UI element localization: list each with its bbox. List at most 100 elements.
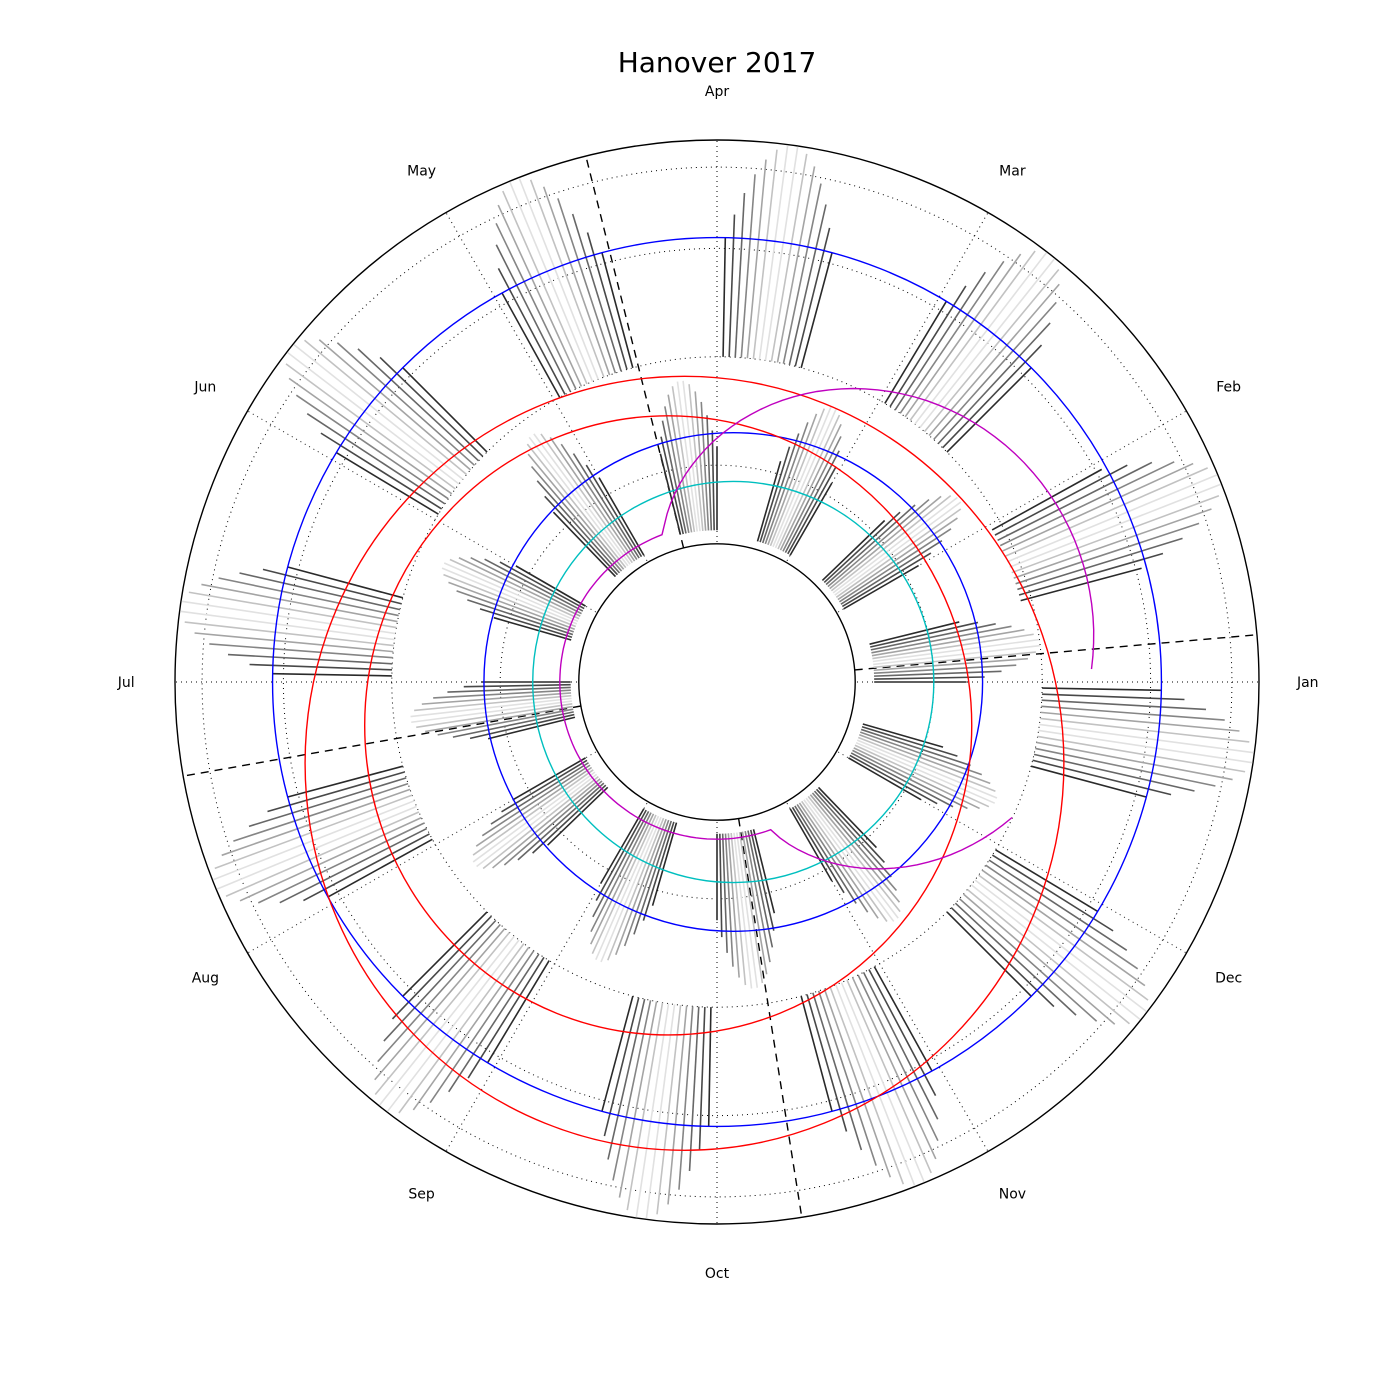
- daily-bar: [470, 556, 582, 615]
- daily-bar: [374, 927, 506, 1081]
- daily-bar: [225, 811, 420, 897]
- daily-bar: [807, 795, 901, 913]
- daily-bar: [285, 363, 456, 490]
- daily-bar: [722, 237, 727, 357]
- daily-bar: [1040, 711, 1240, 732]
- daily-bar: [774, 408, 837, 549]
- daily-bar: [782, 436, 842, 552]
- daily-bar: [758, 145, 789, 360]
- daily-bar: [711, 430, 715, 531]
- daily-bar: [772, 406, 832, 548]
- daily-bar: [402, 911, 488, 997]
- daily-bar: [304, 339, 468, 476]
- daily-bar: [262, 568, 402, 605]
- series-loop: [304, 375, 1065, 1151]
- daily-bar: [730, 833, 747, 986]
- daily-bar: [784, 450, 840, 553]
- daily-bar: [752, 149, 778, 359]
- dotted-grid-circle: [201, 166, 1233, 1198]
- daily-bar: [518, 177, 599, 380]
- daily-bar: [764, 146, 799, 361]
- daily-bar: [840, 982, 925, 1183]
- daily-bar: [549, 436, 636, 562]
- daily-bar: [633, 820, 673, 935]
- daily-bar: [825, 504, 916, 586]
- daily-bar: [661, 420, 687, 534]
- daily-bar: [868, 969, 937, 1096]
- daily-bar: [481, 764, 591, 837]
- daily-bar: [601, 252, 634, 369]
- daily-bar: [667, 1005, 688, 1205]
- month-label: Jun: [193, 380, 216, 396]
- daily-bar: [923, 269, 1060, 433]
- month-label: Jan: [1296, 675, 1319, 691]
- daily-bar: [475, 766, 593, 847]
- daily-bar: [846, 979, 932, 1174]
- daily-bar: [855, 741, 996, 804]
- daily-bar: [782, 183, 822, 364]
- daily-bar: [607, 817, 665, 961]
- daily-bar: [443, 562, 579, 623]
- daily-bar: [623, 819, 670, 947]
- daily-bar: [327, 838, 433, 898]
- daily-bar: [850, 752, 954, 808]
- daily-bar: [779, 423, 842, 551]
- daily-bar: [664, 406, 690, 534]
- daily-bar: [612, 1000, 652, 1181]
- daily-bar: [412, 946, 530, 1111]
- daily-bar: [740, 174, 756, 358]
- daily-bar: [909, 250, 1036, 421]
- dashed-marker-line: [854, 634, 1257, 671]
- daily-bar: [599, 808, 645, 885]
- daily-bar: [433, 689, 571, 699]
- daily-bar: [809, 794, 901, 903]
- daily-bar: [595, 809, 647, 901]
- daily-bar: [335, 451, 439, 515]
- daily-bar: [615, 818, 667, 956]
- dashed-marker-line: [585, 155, 685, 549]
- daily-bar: [288, 377, 453, 495]
- daily-bar: [501, 292, 561, 398]
- daily-bar: [821, 519, 886, 582]
- daily-bar: [452, 711, 574, 738]
- daily-bar: [851, 977, 937, 1160]
- daily-bar: [997, 461, 1153, 542]
- daily-bar: [218, 577, 399, 617]
- daily-bar: [295, 394, 449, 500]
- month-label: Nov: [999, 1187, 1026, 1203]
- daily-bar: [495, 244, 572, 393]
- daily-bar: [813, 790, 892, 878]
- series-loop: [363, 415, 973, 1036]
- daily-bar: [585, 464, 643, 558]
- daily-bar: [999, 461, 1175, 547]
- daily-bar: [700, 401, 710, 531]
- daily-bar: [788, 204, 827, 366]
- daily-bar: [862, 723, 944, 748]
- daily-bar: [933, 301, 1057, 441]
- daily-bar: [1042, 687, 1162, 692]
- daily-bar: [598, 477, 645, 556]
- daily-bar: [914, 252, 1048, 425]
- daily-bar: [873, 644, 1040, 666]
- daily-bar: [1041, 705, 1225, 721]
- daily-bar: [542, 186, 611, 376]
- daily-bar: [752, 829, 776, 914]
- daily-bar: [656, 1005, 682, 1215]
- daily-bar: [502, 190, 588, 385]
- daily-bar: [402, 367, 488, 453]
- daily-bar: [447, 686, 571, 693]
- daily-bar: [789, 808, 833, 882]
- month-labels-layer: Jan Feb Mar Apr May Jun Jul Aug Sep Oct Nov Dec: [117, 84, 1319, 1282]
- daily-bar: [738, 831, 764, 984]
- daily-bar: [379, 356, 484, 457]
- daily-bar: [719, 833, 723, 938]
- daily-bar: [659, 453, 682, 535]
- daily-bar: [919, 258, 1056, 429]
- daily-bar: [1017, 537, 1183, 591]
- daily-bar: [823, 511, 901, 584]
- daily-bar: [293, 343, 464, 480]
- daily-bar: [544, 495, 619, 576]
- daily-bar: [985, 864, 1139, 970]
- daily-bar: [800, 252, 833, 369]
- daily-bar: [958, 898, 1098, 1022]
